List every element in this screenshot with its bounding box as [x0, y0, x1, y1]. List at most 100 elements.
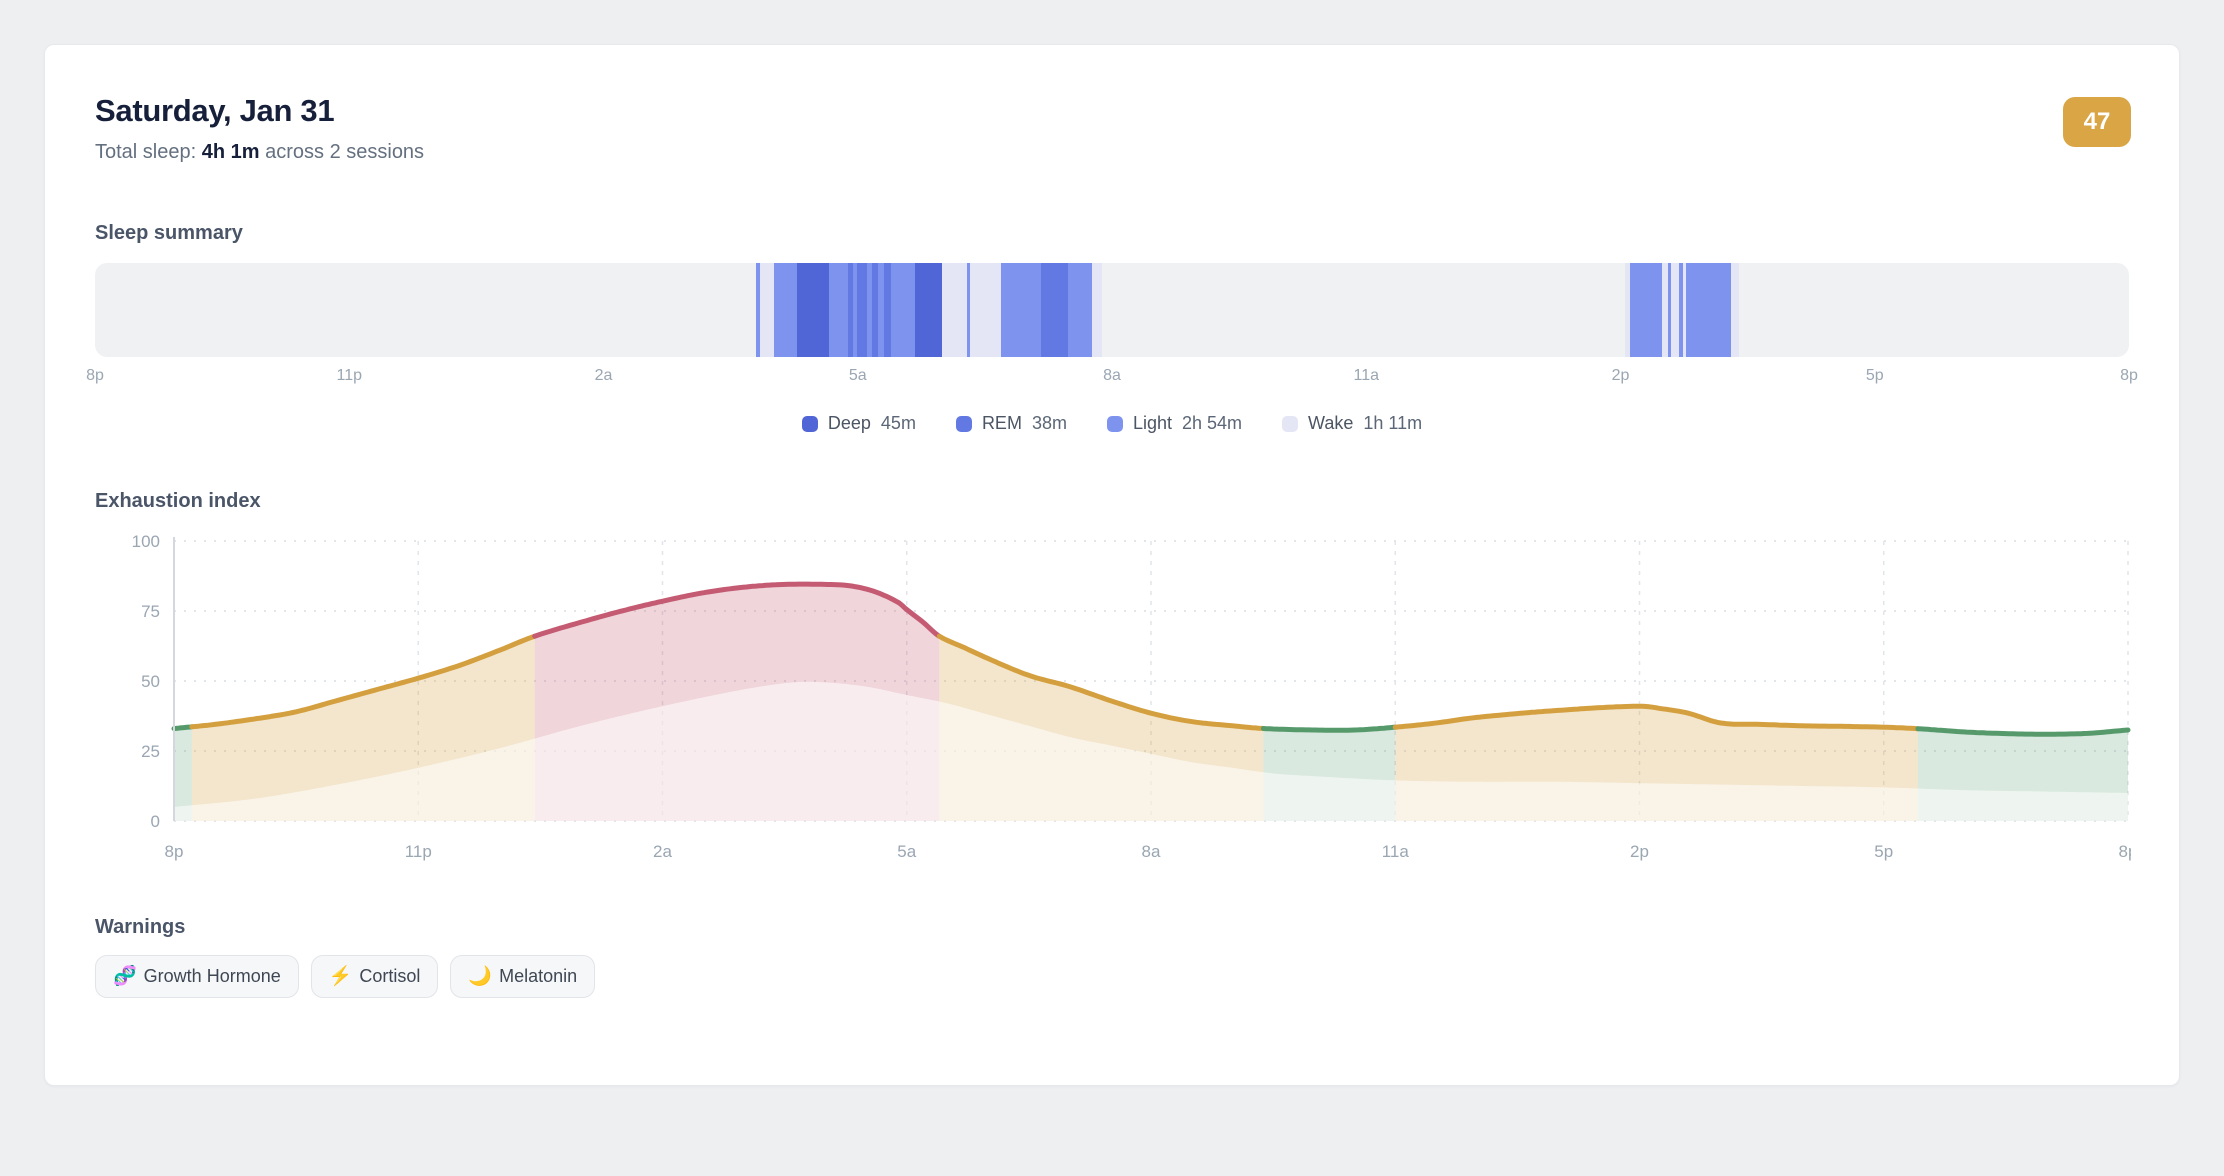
sleep-segment-light: [877, 263, 884, 357]
legend-item-deep: Deep 45m: [801, 413, 916, 434]
sleep-segment-deep: [915, 263, 943, 357]
warning-chip-label: Cortisol: [359, 966, 421, 986]
warning-chip-growth-hormone[interactable]: 🧬 Growth Hormone: [95, 955, 299, 998]
sleep-segment-wake: [1661, 263, 1668, 357]
timeline-tick-label: 5a: [848, 367, 867, 384]
legend-duration: 1h 11m: [1363, 413, 1423, 433]
sleep-stage-legend: Deep 45m REM 38m Light 2h 54m Wake 1h 11m: [95, 413, 2129, 434]
sleep-segment-rem: [1041, 263, 1069, 357]
x-tick-label: 5a: [897, 842, 916, 861]
light-swatch-icon: [1106, 415, 1123, 432]
x-tick-label: 2p: [1630, 842, 1649, 861]
legend-item-light: Light 2h 54m: [1106, 413, 1243, 434]
x-tick-label: 11a: [1382, 842, 1410, 861]
total-sleep-prefix: Total sleep:: [95, 141, 202, 163]
growth-hormone-icon: 🧬: [113, 966, 137, 987]
y-tick-label: 25: [141, 742, 160, 761]
wake-swatch-icon: [1282, 415, 1299, 432]
exhaustion-line-moderate: [1392, 703, 1921, 732]
sleep-day-card: Saturday, Jan 31 Total sleep: 4h 1m acro…: [44, 44, 2180, 1086]
sleep-summary-title: Sleep summary: [95, 222, 243, 244]
sleep-segment-light: [852, 263, 857, 357]
sleep-score-badge: 47: [2063, 97, 2131, 147]
exhaustion-title: Exhaustion index: [95, 490, 261, 512]
sleep-segment-light: [1667, 263, 1671, 357]
sleep-summary-section: Sleep summary 8p 11p 2a 5a 8a 11a 2p 5p 8p Deep 4…: [86, 222, 2138, 434]
sleep-segment-wake: [970, 263, 1001, 357]
exhaustion-line-high: [532, 581, 942, 639]
timeline-tick-label: 2p: [1611, 367, 1630, 384]
sleep-timeline: [95, 263, 2129, 357]
timeline-tick-label: 11a: [1353, 367, 1380, 384]
sleep-segment-deep: [796, 263, 829, 357]
sleep-segment-light: [1685, 263, 1732, 357]
sleep-timeline-ticks: 8p 11p 2a 5a 8a 11a 2p 5p 8p: [86, 367, 2138, 389]
warnings-section: Warnings 🧬 Growth Hormone ⚡ Cortisol 🌙 Melato…: [95, 916, 2129, 998]
exhaustion-chart: 0 25 50 75 100 8p 11p 2a 5a 8a 11a 2p 5p 8p: [95, 525, 2138, 872]
x-tick-label: 8p: [165, 842, 184, 861]
exhaustion-line-moderate: [189, 633, 538, 730]
timeline-tick-label: 11p: [336, 367, 363, 384]
warning-chip-melatonin[interactable]: 🌙 Melatonin: [450, 955, 596, 998]
sleep-segment-wake: [1731, 263, 1739, 357]
sleep-segment-rem: [871, 263, 878, 357]
legend-item-wake: Wake 1h 11m: [1282, 413, 1422, 434]
rem-swatch-icon: [955, 415, 972, 432]
legend-item-rem: REM 38m: [955, 413, 1067, 434]
warning-chip-label: Melatonin: [499, 966, 578, 986]
legend-label: Wake: [1308, 413, 1354, 433]
timeline-tick-label: 5p: [1865, 367, 1884, 384]
exhaustion-chart-svg: 0 25 50 75 100 8p 11p 2a 5a 8a 11a 2p 5p 8p: [132, 532, 2138, 861]
sleep-segment-wake: [1682, 263, 1686, 357]
sleep-segment-wake: [1092, 263, 1102, 357]
warning-chip-cortisol[interactable]: ⚡ Cortisol: [310, 955, 439, 998]
sleep-segment-light: [891, 263, 916, 357]
sleep-segment-rem: [856, 263, 868, 357]
exhaustion-line-moderate: [936, 633, 1266, 731]
exhaustion-section: Exhaustion index 0 25 50 75 100 8p 11p 2a 5a 8a 11…: [95, 490, 2138, 872]
total-sleep-summary: Total sleep: 4h 1m across 2 sessions: [95, 141, 2129, 164]
sleep-segment-light: [967, 263, 971, 357]
sleep-segment-light: [1068, 263, 1093, 357]
x-tick-label: 11p: [405, 842, 432, 861]
deep-swatch-icon: [801, 415, 818, 432]
sleep-segment-rem: [847, 263, 853, 357]
legend-duration: 2h 54m: [1182, 413, 1243, 433]
sleep-segment-wake: [1625, 263, 1631, 357]
sleep-segment-rem: [883, 263, 892, 357]
x-tick-label: 5p: [1874, 842, 1893, 861]
sleep-segment-light: [1630, 263, 1662, 357]
legend-duration: 38m: [1031, 413, 1067, 433]
sleep-segment-light: [1000, 263, 1042, 357]
exhaustion-line-low: [1260, 724, 1398, 733]
timeline-tick-label: 8p: [86, 367, 104, 384]
sleep-segment-wake: [942, 263, 968, 357]
legend-label: Deep: [827, 413, 871, 433]
timeline-tick-label: 8p: [2120, 367, 2138, 384]
exhaustion-line-low: [1915, 726, 2131, 737]
exhaustion-line-low: [171, 724, 195, 732]
sleep-segment-wake: [760, 263, 774, 357]
x-tick-label: 8a: [1142, 842, 1161, 861]
x-tick-label: 8p: [2119, 842, 2131, 861]
legend-label: Light: [1132, 413, 1172, 433]
warning-chip-label: Growth Hormone: [143, 966, 281, 986]
melatonin-icon: 🌙: [468, 966, 493, 987]
total-sleep-suffix: across 2 sessions: [259, 141, 425, 163]
y-tick-label: 50: [141, 672, 160, 691]
sleep-segment-light: [867, 263, 872, 357]
legend-duration: 45m: [880, 413, 916, 433]
page-title: Saturday, Jan 31: [95, 93, 335, 128]
sleep-segment-light: [1679, 263, 1683, 357]
zone-fill-low: [174, 726, 192, 821]
cortisol-icon: ⚡: [328, 966, 353, 987]
timeline-tick-label: 2a: [594, 367, 613, 384]
x-tick-label: 2a: [653, 842, 672, 861]
warnings-title: Warnings: [95, 916, 186, 938]
y-tick-label: 0: [151, 812, 160, 831]
sleep-segment-light: [828, 263, 848, 357]
legend-label: REM: [981, 413, 1022, 433]
y-tick-label: 75: [141, 602, 160, 621]
warning-chips: 🧬 Growth Hormone ⚡ Cortisol 🌙 Melatonin: [95, 955, 2129, 998]
y-tick-label: 100: [132, 532, 160, 551]
